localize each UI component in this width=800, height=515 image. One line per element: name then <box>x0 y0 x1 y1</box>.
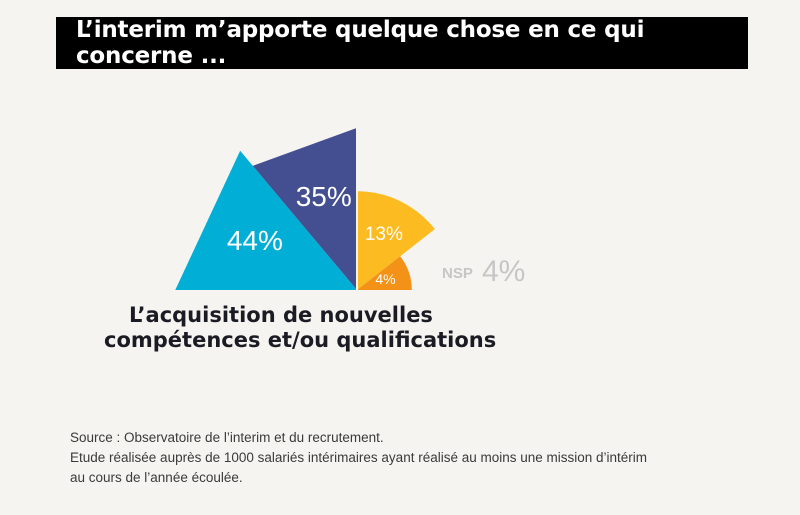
caption-line-1: L’acquisition de nouvelles <box>129 303 433 327</box>
source-line-3: au cours de l’année écoulée. <box>70 470 243 485</box>
slices-group: 44% 35% 13% 4% <box>175 125 435 290</box>
chart-title: L’interim m’apporte quelque chose en ce … <box>76 17 645 69</box>
slice-label-4: 4% <box>375 271 395 287</box>
nsp-value-label: 4% <box>482 255 525 288</box>
source-line-2: Etude réalisée auprès de 1000 salariés i… <box>70 450 648 465</box>
source-line-1: Source : Observatoire de l’interim et du… <box>70 430 384 445</box>
pie-slice-13 <box>357 191 435 290</box>
caption-line-2: compétences et/ou qualifications <box>104 328 496 352</box>
source-note: Source : Observatoire de l’interim et du… <box>70 428 647 488</box>
nsp-prefix-label: NSP <box>442 265 473 282</box>
pie-slice-4 <box>357 256 412 290</box>
slice-label-44: 44% <box>227 225 283 256</box>
slice-label-13: 13% <box>365 224 403 245</box>
pie-slice-35 <box>252 127 357 290</box>
title-bar: L’interim m’apporte quelque chose en ce … <box>56 17 748 69</box>
pie-slice-44 <box>175 150 357 290</box>
slice-label-35: 35% <box>296 181 352 212</box>
